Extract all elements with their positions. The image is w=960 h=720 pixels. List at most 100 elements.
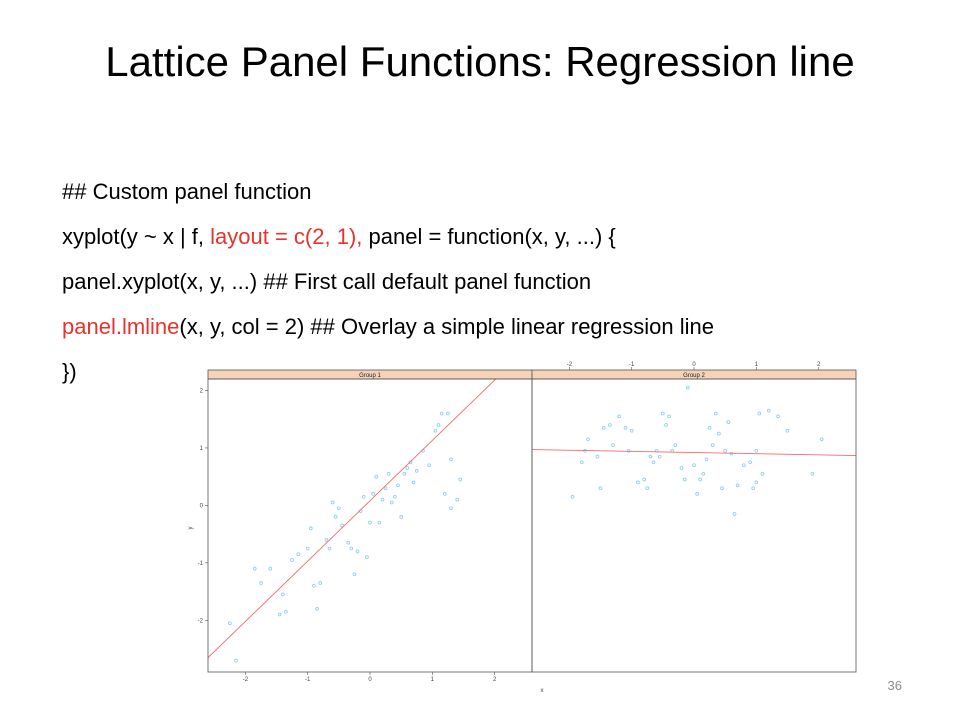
panel-1-point-28 bbox=[365, 555, 369, 559]
ytick-label-5: 2 bbox=[200, 388, 204, 394]
panel-2-regression-line bbox=[532, 449, 856, 456]
code-line-3-text: panel.xyplot(x, y, ...) ## First call de… bbox=[62, 269, 592, 294]
code-line-3: panel.xyplot(x, y, ...) ## First call de… bbox=[62, 268, 862, 296]
panel-2-point-36 bbox=[713, 411, 718, 416]
panel-1-point-19 bbox=[333, 515, 338, 519]
panel-2-frame bbox=[531, 378, 857, 673]
panel-1-point-6 bbox=[277, 612, 282, 617]
panel-2-point-46 bbox=[751, 486, 756, 491]
ytick-label-4: 1 bbox=[200, 446, 204, 452]
panel-2-point-45 bbox=[748, 460, 752, 465]
panel-2-point-25 bbox=[673, 443, 678, 447]
panel-2-point-54 bbox=[819, 437, 824, 442]
panel-1-xtick-label-5: 2 bbox=[493, 677, 497, 683]
panel-1-point-29 bbox=[368, 520, 372, 525]
panel-2-point-49 bbox=[760, 471, 765, 476]
panel-2-point-44 bbox=[741, 463, 746, 468]
panel-2-point-7 bbox=[601, 425, 606, 430]
panel-2-point-50 bbox=[766, 408, 771, 413]
panel-1-point-16 bbox=[324, 538, 329, 542]
panel-1-point-47 bbox=[433, 428, 438, 433]
panel-1-point-11 bbox=[305, 546, 310, 551]
panel-1-point-55 bbox=[442, 492, 447, 496]
panel-1-point-54 bbox=[458, 477, 463, 482]
panel-2-point-16 bbox=[645, 486, 650, 491]
panel-1-point-32 bbox=[377, 520, 382, 525]
panel-1-point-51 bbox=[449, 506, 453, 511]
panel-1-point-33 bbox=[380, 497, 385, 502]
panel-2-point-34 bbox=[707, 425, 712, 430]
panel-2-xtick-label-2: -1 bbox=[629, 362, 635, 368]
code-line-2: xyplot(y ~ x | f, layout = c(2, 1), pane… bbox=[62, 223, 862, 251]
panel-1-point-17 bbox=[327, 546, 332, 551]
code-line-2-highlight: layout = c(2, 1), bbox=[210, 224, 363, 249]
panel-2-point-9 bbox=[611, 443, 615, 447]
panel-1-point-30 bbox=[371, 492, 375, 496]
panel-1-point-41 bbox=[405, 466, 410, 470]
panel-2-point-17 bbox=[648, 454, 653, 459]
panel-2-point-23 bbox=[667, 414, 671, 419]
panel-1-strip-label: Group 1 bbox=[359, 373, 381, 379]
panel-1-point-39 bbox=[399, 515, 404, 519]
slide-title: Lattice Panel Functions: Regression line bbox=[105, 38, 855, 85]
panel-2-point-29 bbox=[692, 463, 696, 468]
panel-1-point-42 bbox=[408, 460, 413, 465]
panel-1-point-10 bbox=[296, 552, 301, 557]
panel-1-xtick-label-2: -1 bbox=[305, 677, 311, 683]
panel-2-point-39 bbox=[723, 448, 728, 453]
panel-2-point-14 bbox=[636, 480, 640, 485]
lattice-figure: Group 1 -2 -1 0 1 2 -2 -1 0 1 2 Group 2 -2 -1 0 1 2 x y bbox=[184, 360, 864, 700]
panel-2-point-38 bbox=[720, 486, 724, 491]
panel-1-regression-line bbox=[208, 379, 497, 658]
panel-1-point-44 bbox=[414, 469, 419, 473]
panel-2-point-5 bbox=[595, 454, 600, 459]
panel-1-point-7 bbox=[280, 592, 285, 597]
panel-2-point-8 bbox=[608, 423, 612, 427]
panel-2-point-12 bbox=[626, 448, 631, 453]
panel-1-point-18 bbox=[330, 500, 335, 505]
panel-2-point-47 bbox=[754, 480, 759, 485]
ytick-label-2: -1 bbox=[198, 561, 204, 567]
panel-2-point-51 bbox=[776, 414, 780, 419]
panel-2-point-30 bbox=[695, 492, 699, 496]
panel-1-point-36 bbox=[389, 500, 394, 505]
panel-1-point-25 bbox=[355, 549, 360, 554]
panel-1-point-23 bbox=[349, 546, 354, 551]
panel-2-xtick-label-1: -2 bbox=[567, 362, 573, 368]
panel-1-point-8 bbox=[284, 609, 288, 614]
panel-1-point-22 bbox=[346, 540, 351, 545]
panel-1-point-46 bbox=[427, 463, 432, 468]
panel-2-point-55 bbox=[754, 448, 759, 453]
slide-number: 36 bbox=[887, 678, 902, 693]
lattice-chart: Group 1 -2 -1 0 1 2 -2 -1 0 1 2 Group 2 -2 -1 0 1 2 x y bbox=[188, 362, 857, 694]
x-axis-title: x bbox=[541, 688, 544, 694]
panel-1-point-53 bbox=[455, 497, 460, 502]
panel-1-point-31 bbox=[374, 474, 379, 479]
panel-2-point-43 bbox=[735, 483, 740, 488]
panel-2-point-40 bbox=[726, 420, 731, 424]
panel-2-point-18 bbox=[651, 460, 656, 465]
panel-1-point-50 bbox=[446, 411, 450, 416]
panel-1-xtick-label-3: 0 bbox=[368, 677, 372, 683]
panel-2-point-33 bbox=[704, 457, 709, 462]
panel-1-xtick-label-1: -2 bbox=[243, 677, 249, 683]
panel-2-point-31 bbox=[698, 477, 703, 482]
panel-2-point-10 bbox=[617, 414, 622, 419]
y-axis-title: y bbox=[188, 527, 194, 530]
panel-1-point-37 bbox=[393, 494, 397, 499]
panel-2-xtick-label-3: 0 bbox=[692, 362, 696, 368]
panel-2-point-42 bbox=[732, 512, 737, 516]
panel-2-point-21 bbox=[660, 411, 665, 416]
panel-2-point-1 bbox=[570, 494, 575, 499]
panel-1-point-21 bbox=[340, 523, 344, 528]
panel-1-point-5 bbox=[268, 566, 273, 571]
panel-2-point-6 bbox=[598, 486, 603, 491]
panel-1-point-40 bbox=[402, 471, 407, 476]
panel-2-point-28 bbox=[685, 385, 690, 390]
panel-2-point-27 bbox=[682, 477, 687, 482]
panel-1-point-43 bbox=[411, 480, 416, 485]
panel-1-point-35 bbox=[386, 471, 391, 476]
panel-1-point-12 bbox=[308, 526, 313, 531]
panel-1-xtick-label-4: 1 bbox=[431, 677, 435, 683]
panel-2-point-15 bbox=[642, 477, 647, 482]
